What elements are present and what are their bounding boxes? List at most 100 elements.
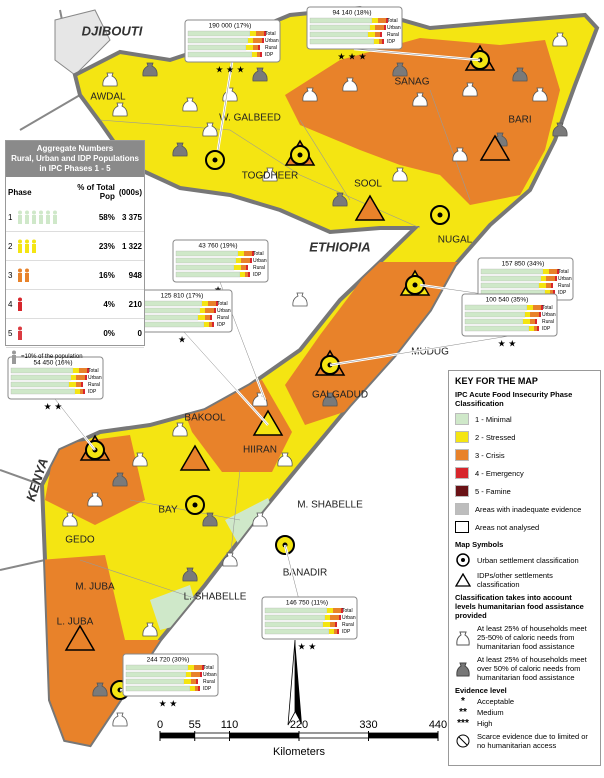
evidence-stars: ★ ★	[498, 338, 517, 348]
region-label: BAY	[158, 505, 178, 516]
bar-minimal	[139, 300, 203, 307]
bar-crisis	[195, 686, 198, 691]
bar-minimal	[464, 318, 524, 325]
person-head	[53, 210, 58, 215]
pct-cell: 16%	[68, 260, 117, 290]
bar-emergency	[337, 629, 339, 634]
bar-emergency	[87, 368, 89, 373]
callout-value: 100 540 (35%)	[486, 297, 529, 304]
north-arrow-half	[287, 639, 296, 726]
person-body	[18, 273, 23, 282]
callout-row-label: Urban	[558, 276, 572, 282]
callout-row-label: Total	[542, 305, 553, 311]
bar-crisis	[375, 32, 380, 37]
scale-unit: Kilometers	[273, 746, 325, 758]
callout-row-label: IDP	[203, 686, 212, 692]
callout-row-label: Rural	[542, 319, 554, 325]
bar-stressed	[75, 389, 80, 394]
bar-stressed	[541, 276, 546, 281]
callout-row-label: Rural	[217, 315, 229, 321]
bar-minimal	[139, 321, 205, 328]
phase-swatch	[455, 521, 469, 533]
people-icons	[18, 210, 58, 224]
scarce-row: Scarce evidence due to limited or no hum…	[455, 732, 594, 750]
bar-emergency	[210, 315, 212, 320]
header-cell: Phase	[8, 187, 32, 197]
bar-emergency	[250, 258, 252, 263]
bar-minimal	[10, 388, 76, 395]
region-label: TOGDHEER	[242, 171, 299, 182]
crisis-area	[285, 38, 560, 205]
bar-minimal	[10, 367, 74, 374]
phase-swatch	[455, 413, 469, 425]
phase-cell: 4	[6, 289, 69, 319]
bar-crisis	[533, 305, 541, 310]
bar-minimal	[10, 381, 70, 388]
phase-number: 4	[8, 299, 13, 309]
callout-row-label: Urban	[342, 615, 356, 621]
urban-dot	[412, 282, 418, 288]
assistance-sack	[132, 452, 148, 467]
bar-stressed	[73, 368, 79, 373]
callout-row-label: Urban	[217, 308, 231, 314]
bar-emergency	[248, 272, 250, 277]
note-text: =10% of the population	[21, 354, 83, 360]
num-cell: 1 322	[116, 231, 144, 261]
evidence-row: ** Medium	[455, 707, 594, 717]
callout-row-label: Rural	[265, 45, 277, 51]
bar-stressed	[525, 312, 530, 317]
callout-row-label: Total	[387, 18, 398, 24]
bar-stressed	[238, 251, 244, 256]
symbols-title: Map Symbols	[455, 540, 504, 549]
assistance-sack	[277, 452, 293, 467]
bar-stressed	[252, 52, 257, 57]
bar-emergency	[264, 31, 266, 36]
phase-number: 2	[8, 241, 13, 251]
assistance-sack	[302, 87, 318, 102]
callout-row-label: IDP	[342, 629, 351, 635]
evidence-mark: **	[459, 706, 467, 718]
bar-crisis	[330, 622, 335, 627]
person-body	[53, 215, 58, 224]
phase-swatch	[455, 485, 469, 497]
assistance-sack	[292, 292, 308, 307]
bar-minimal	[125, 671, 187, 678]
scale-tick-label: 440	[429, 719, 447, 731]
bar-stressed	[329, 629, 334, 634]
pct-cell: 58%	[68, 203, 117, 232]
phase-cell: 5	[6, 318, 69, 348]
scale-segment	[194, 732, 230, 739]
djibouti-land	[54, 9, 111, 76]
callout-row-label: Rural	[88, 382, 100, 388]
evidence-row: *** High	[455, 718, 594, 728]
evidence-mark: ***	[457, 717, 469, 729]
bar-crisis	[241, 265, 246, 270]
crisis-area	[285, 262, 460, 425]
bar-minimal	[309, 31, 369, 38]
bar-emergency	[260, 52, 262, 57]
assistance-sack	[532, 87, 548, 102]
idp-settlement	[179, 444, 211, 471]
assistance-sack	[182, 97, 198, 112]
num-cell: 0	[116, 318, 144, 348]
callout-value: 157 850 (34%)	[502, 261, 545, 268]
evidence-row: * Acceptable	[455, 696, 594, 706]
urban-dot	[297, 152, 303, 158]
person-head	[18, 326, 23, 331]
scale-tick-label: 0	[157, 719, 163, 731]
bar-emergency	[555, 276, 557, 281]
bar-emergency	[252, 251, 254, 256]
evidence-stars: ★	[178, 334, 186, 344]
bar-stressed	[236, 258, 241, 263]
bar-minimal	[309, 38, 375, 45]
callout-leader	[54, 398, 96, 451]
country-label: DJIBOUTI	[82, 23, 143, 38]
assistance-sack	[512, 67, 528, 82]
aggregate-panel: Aggregate Numbers Rural, Urban and IDP P…	[5, 140, 145, 364]
aggregate-title: Aggregate Numbers	[36, 144, 114, 153]
phase-row: 4 - Emergency	[455, 466, 594, 480]
map-key: KEY FOR THE MAP IPC Acute Food Insecurit…	[448, 370, 601, 766]
symbol-row: Urban settlement classification	[455, 553, 594, 567]
